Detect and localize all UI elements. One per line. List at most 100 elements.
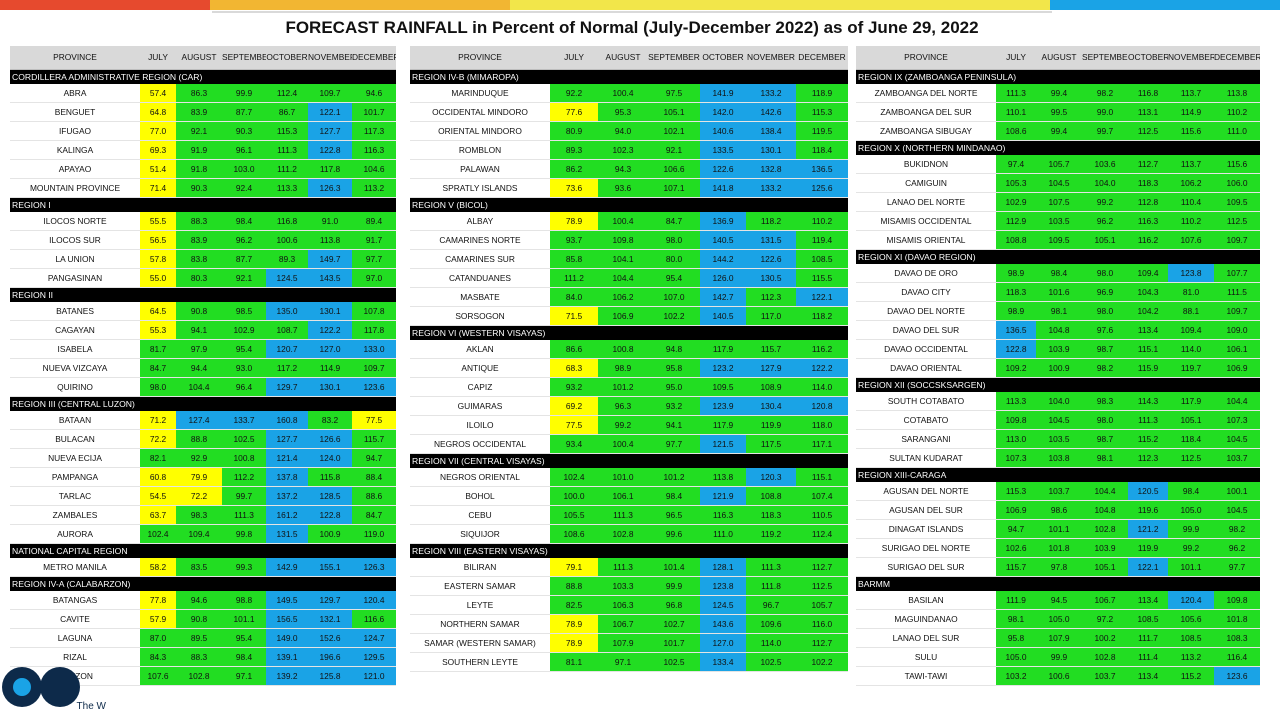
value-cell-july: 93.2 — [550, 378, 598, 396]
column-header-province: PROVINCE — [904, 52, 948, 62]
value-cell-december: 108.3 — [1214, 629, 1260, 647]
province-name: BASILAN — [856, 591, 996, 609]
value-cell-september: 103.6 — [1082, 155, 1128, 173]
value-cell-november: 117.5 — [746, 435, 796, 453]
value-cell-december: 119.0 — [352, 525, 396, 543]
value-cell-july: 113.0 — [996, 430, 1036, 448]
value-cell-july: 64.5 — [140, 302, 176, 320]
value-cell-october: 109.5 — [700, 378, 746, 396]
value-cell-october: 144.2 — [700, 250, 746, 268]
table-row: MISAMIS OCCIDENTAL 112.9 103.5 96.2 116.3 110… — [856, 212, 1260, 231]
table-row: AURORA 102.4 109.4 99.8 131.5 100.9 119.0 — [10, 525, 396, 544]
value-cell-november: 113.8 — [308, 231, 352, 249]
value-cell-october: 160.8 — [266, 411, 308, 429]
value-cell-october: 108.5 — [1128, 610, 1168, 628]
value-cell-october: 142.9 — [266, 558, 308, 576]
table-row: CEBU 105.5 111.3 96.5 116.3 118.3 110.5 — [410, 506, 848, 525]
value-cell-august: 104.8 — [1036, 321, 1082, 339]
value-cell-december: 109.0 — [1214, 321, 1260, 339]
province-name: MARINDUQUE — [410, 84, 550, 102]
table-row: SULU 105.0 99.9 102.8 111.4 113.2 116.4 — [856, 648, 1260, 667]
value-cell-october: 112.8 — [1128, 193, 1168, 211]
value-cell-august: 103.5 — [1036, 430, 1082, 448]
value-cell-july: 55.5 — [140, 212, 176, 230]
value-cell-november: 123.8 — [1168, 264, 1214, 282]
value-cell-october: 86.7 — [266, 103, 308, 121]
value-cell-october: 121.2 — [1128, 520, 1168, 538]
value-cell-october: 118.3 — [1128, 174, 1168, 192]
value-cell-july: 111.2 — [550, 269, 598, 287]
value-cell-july: 112.9 — [996, 212, 1036, 230]
table-row: PANGASINAN 55.0 80.3 92.1 124.5 143.5 97.0 — [10, 269, 396, 288]
value-cell-october: 136.9 — [700, 212, 746, 230]
value-cell-october: 113.4 — [1128, 321, 1168, 339]
province-name: CAMARINES SUR — [410, 250, 550, 268]
province-name: MASBATE — [410, 288, 550, 306]
column-header-september: SEPTEMBER — [648, 52, 700, 62]
value-cell-july: 71.5 — [550, 307, 598, 325]
value-cell-october: 111.3 — [1128, 411, 1168, 429]
column-header-row: PROVINCE JULY AUGUST SEPTEMBEROCTOBERNOVEMB… — [856, 46, 1260, 70]
value-cell-september: 90.3 — [222, 122, 266, 140]
table-row: DAVAO DE ORO 98.9 98.4 98.0 109.4 123.8 107.7 — [856, 264, 1260, 283]
table-row: SULTAN KUDARAT 107.3 103.8 98.1 112.3 112.5 10… — [856, 449, 1260, 468]
value-cell-november: 98.4 — [1168, 482, 1214, 500]
value-cell-september: 105.1 — [1082, 231, 1128, 249]
province-name: GUIMARAS — [410, 397, 550, 415]
province-name: BUKIDNON — [856, 155, 996, 173]
province-name: DAVAO DEL SUR — [856, 321, 996, 339]
value-cell-december: 115.5 — [796, 269, 848, 287]
value-cell-november: 101.1 — [1168, 558, 1214, 576]
value-cell-september: 95.0 — [648, 378, 700, 396]
value-cell-august: 101.0 — [598, 468, 648, 486]
value-cell-november: 120.4 — [1168, 591, 1214, 609]
value-cell-september: 102.5 — [648, 653, 700, 671]
table-row: ISABELA 81.7 97.9 95.4 120.7 127.0 133.0 — [10, 340, 396, 359]
value-cell-october: 115.2 — [1128, 430, 1168, 448]
value-cell-september: 95.4 — [222, 629, 266, 647]
province-name: LANAO DEL NORTE — [856, 193, 996, 211]
value-cell-october: 122.6 — [700, 160, 746, 178]
value-cell-october: 142.7 — [700, 288, 746, 306]
value-cell-september: 102.2 — [648, 307, 700, 325]
value-cell-december: 97.7 — [352, 250, 396, 268]
value-cell-august: 72.2 — [176, 487, 222, 505]
province-name: SULTAN KUDARAT — [856, 449, 996, 467]
value-cell-september: 98.2 — [1082, 359, 1128, 377]
value-cell-october: 156.5 — [266, 610, 308, 628]
province-name: LANAO DEL SUR — [856, 629, 996, 647]
table-row: PALAWAN 86.2 94.3 106.6 122.6 132.8 136.5 — [410, 160, 848, 179]
value-cell-december: 117.8 — [352, 321, 396, 339]
table-row: PAMPANGA 60.8 79.9 112.2 137.8 115.8 88.4 — [10, 468, 396, 487]
table-row: SURIGAO DEL NORTE 102.6 101.8 103.9 119.9 99.… — [856, 539, 1260, 558]
value-cell-october: 122.1 — [1128, 558, 1168, 576]
table-row: CAMIGUIN 105.3 104.5 104.0 118.3 106.2 106.0 — [856, 174, 1260, 193]
value-cell-july: 60.8 — [140, 468, 176, 486]
table-row: COTABATO 109.8 104.5 98.0 111.3 105.1 107.3 — [856, 411, 1260, 430]
value-cell-july: 92.2 — [550, 84, 598, 102]
table-row: DAVAO OCCIDENTAL 122.8 103.9 98.7 115.1 114.0… — [856, 340, 1260, 359]
value-cell-september: 99.9 — [222, 84, 266, 102]
region-header: REGION I — [10, 198, 396, 212]
province-name: QUIRINO — [10, 378, 140, 396]
value-cell-november: 107.6 — [1168, 231, 1214, 249]
value-cell-november: 114.0 — [746, 634, 796, 652]
province-name: APAYAO — [10, 160, 140, 178]
value-cell-september: 80.0 — [648, 250, 700, 268]
value-cell-november: 120.3 — [746, 468, 796, 486]
value-cell-october: 117.9 — [700, 416, 746, 434]
province-name: SOUTH COTABATO — [856, 392, 996, 410]
value-cell-september: 112.2 — [222, 468, 266, 486]
value-cell-november: 126.3 — [308, 179, 352, 197]
value-cell-july: 102.9 — [996, 193, 1036, 211]
value-cell-july: 103.2 — [996, 667, 1036, 685]
value-cell-december: 104.4 — [1214, 392, 1260, 410]
value-cell-november: 125.8 — [308, 667, 352, 685]
province-name: TAWI-TAWI — [856, 667, 996, 685]
value-cell-december: 109.7 — [1214, 231, 1260, 249]
value-cell-august: 102.8 — [176, 667, 222, 685]
value-cell-september: 98.8 — [222, 591, 266, 609]
value-cell-august: 106.3 — [598, 596, 648, 614]
province-name: ALBAY — [410, 212, 550, 230]
top-color-bar — [0, 0, 1280, 10]
